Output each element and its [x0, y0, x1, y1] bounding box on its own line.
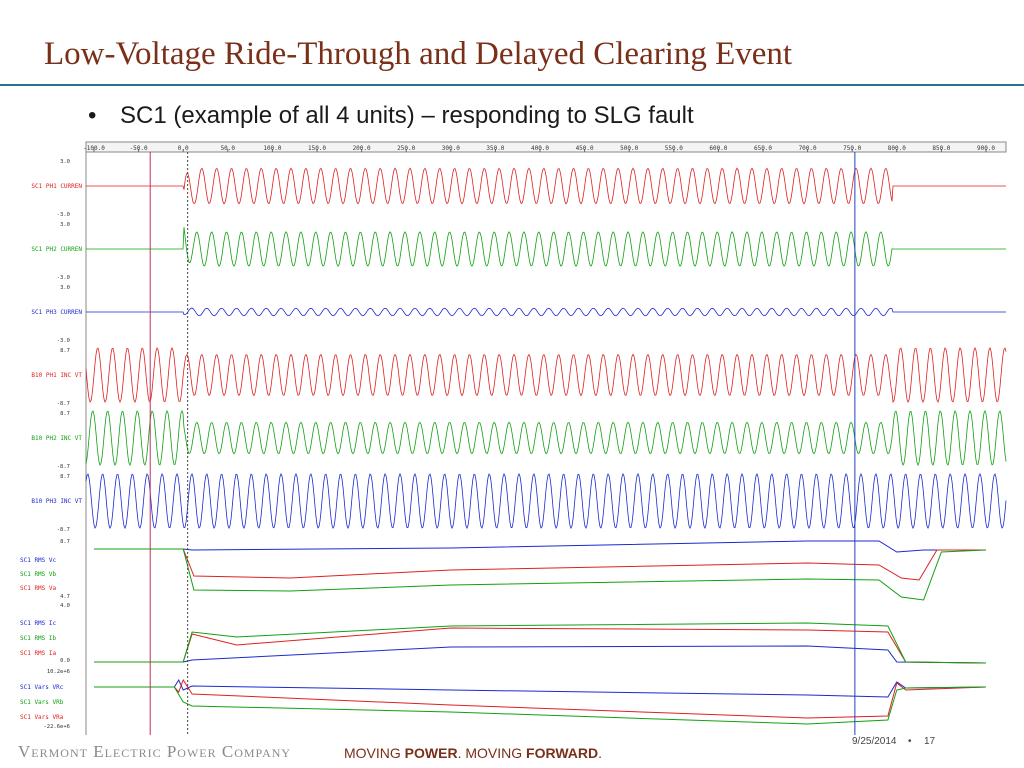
x-tick-label: 350.0 [486, 145, 504, 152]
channel-name-label: B10 PH1 INC VT [31, 372, 82, 379]
rms-va-trace [94, 548, 986, 581]
channel-name-label: B10 PH3 INC VT [31, 498, 82, 505]
vars-vrc-trace [94, 678, 987, 698]
channel-waveform [85, 472, 1007, 530]
channel-name-label: B10 PH2 INC VT [31, 435, 82, 442]
x-axis-strip [85, 141, 1007, 153]
rms-voltage-ymax-label: 8.7 [60, 539, 70, 545]
rms-current-label: SC1 RMS Ib [20, 635, 57, 642]
x-tick-label: 250.0 [397, 145, 415, 152]
x-tick-label: 300.0 [442, 145, 460, 152]
page-number: 17 [924, 736, 936, 747]
x-tick-label: 550.0 [665, 145, 683, 152]
channel-waveform [86, 227, 1006, 267]
channel-name-label: SC1 PH2 CURREN [31, 246, 82, 253]
x-tick-label: 900.0 [977, 145, 995, 152]
channel-ymin-label: -8.7 [57, 464, 70, 470]
rms-ib-trace [94, 622, 987, 664]
title-divider [0, 84, 1024, 86]
channel-waveform [86, 307, 1006, 317]
tagline-part: . [598, 745, 602, 761]
channel-ymax-label: 3.0 [60, 222, 70, 228]
rms-voltage-label: SC1 RMS Va [20, 585, 57, 592]
tagline-power: POWER [404, 745, 458, 761]
rms-current-label: SC1 RMS Ic [20, 620, 57, 627]
footer-separator: • [908, 736, 912, 747]
x-tick-label: 150.0 [308, 145, 326, 152]
channel-ymin-label: -8.7 [57, 527, 70, 533]
channel-waveform [85, 409, 1007, 467]
x-tick-label: 800.0 [888, 145, 906, 152]
channel-ymax-label: 3.0 [60, 159, 70, 165]
tagline-part: MOVING [344, 745, 405, 761]
vars-vra-trace [94, 678, 987, 719]
x-tick-label: -50.0 [130, 145, 148, 152]
rms-voltage-label: SC1 RMS Vb [20, 571, 57, 578]
x-tick-label: 500.0 [620, 145, 638, 152]
footer-bar [0, 737, 1024, 768]
footer-date: 9/25/2014 [852, 736, 897, 747]
rms-current-label: SC1 RMS Ia [20, 650, 57, 657]
x-tick-label: -100.0 [83, 145, 105, 152]
footer-tagline: MOVING POWER. MOVING FORWARD. [344, 745, 602, 761]
rms-vc-trace [94, 540, 986, 553]
channel-ymax-label: 8.7 [60, 348, 70, 354]
channel-waveform [85, 346, 1007, 404]
x-tick-label: 0.0 [178, 145, 189, 152]
vars-vrb-trace [94, 686, 987, 725]
vars-ymax-label: 10.2e+6 [47, 669, 70, 675]
tagline-forward: FORWARD [526, 745, 599, 761]
bullet-text: SC1 (example of all 4 units) – respondin… [120, 102, 694, 129]
channel-ymin-label: -3.0 [57, 338, 70, 344]
channel-ymin-label: -8.7 [57, 401, 70, 407]
slide-title: Low-Voltage Ride-Through and Delayed Cle… [44, 36, 793, 72]
x-tick-label: 50.0 [221, 145, 236, 152]
rms-voltage-ymin-label: 4.7 [60, 594, 70, 600]
channel-ymax-label: 8.7 [60, 474, 70, 480]
channel-ymax-label: 3.0 [60, 285, 70, 291]
bullet-marker: • [88, 102, 97, 129]
bullet-point: • SC1 (example of all 4 units) – respondi… [88, 102, 694, 130]
rms-voltage-label: SC1 RMS Vc [20, 557, 57, 564]
vars-label: SC1 Vars VRb [20, 699, 64, 706]
rms-ic-trace [94, 645, 987, 664]
channel-ymin-label: -3.0 [57, 275, 70, 281]
x-tick-label: 650.0 [754, 145, 772, 152]
tagline-part: . MOVING [457, 745, 527, 761]
channel-ymax-label: 8.7 [60, 411, 70, 417]
x-tick-label: 700.0 [799, 145, 817, 152]
x-tick-label: 100.0 [263, 145, 281, 152]
channel-waveform [86, 167, 1006, 205]
x-tick-label: 600.0 [709, 145, 727, 152]
vars-ymin-label: -22.6e+6 [44, 724, 71, 730]
x-tick-label: 200.0 [353, 145, 371, 152]
company-name: Vermont Electric Power Company [18, 742, 292, 761]
channel-name-label: SC1 PH3 CURREN [31, 309, 82, 316]
x-tick-label: 400.0 [531, 145, 549, 152]
channel-ymin-label: -3.0 [57, 212, 70, 218]
rms-current-ymin-label: 0.0 [60, 658, 70, 664]
vars-label: SC1 Vars VRa [20, 714, 64, 721]
x-tick-label: 450.0 [576, 145, 594, 152]
x-tick-label: 850.0 [932, 145, 950, 152]
rms-vb-trace [94, 548, 987, 601]
channel-name-label: SC1 PH1 CURREN [31, 183, 82, 190]
vars-label: SC1 Vars VRc [20, 684, 64, 691]
rms-current-ymax-label: 4.0 [60, 603, 70, 609]
x-tick-label: 750.0 [843, 145, 861, 152]
